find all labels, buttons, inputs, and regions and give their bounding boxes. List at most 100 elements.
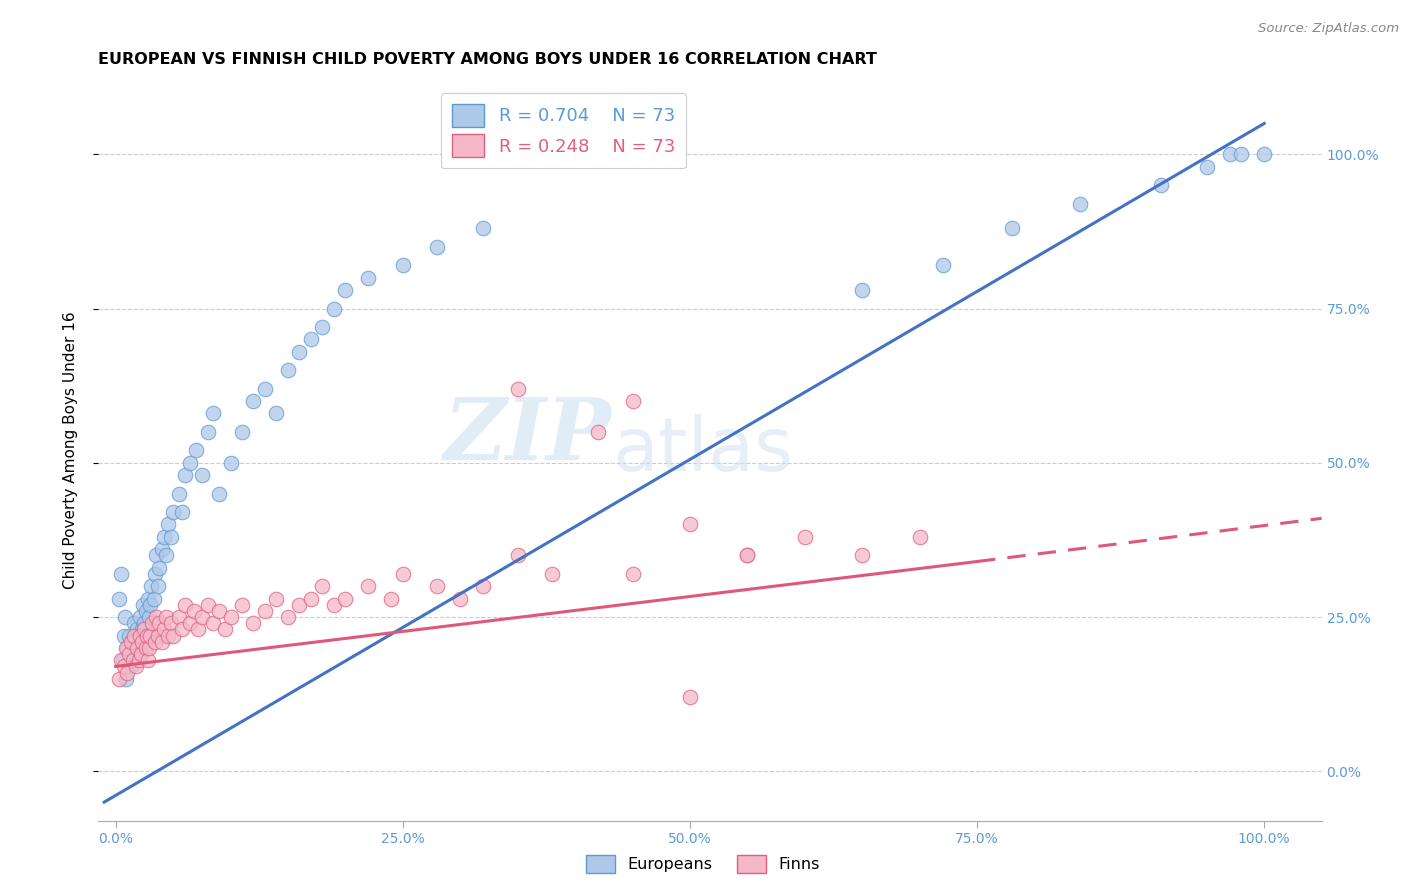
Point bbox=[851, 283, 873, 297]
Text: ZIP: ZIP bbox=[444, 394, 612, 477]
Point bbox=[253, 382, 276, 396]
Point bbox=[115, 640, 138, 655]
Point bbox=[1150, 178, 1173, 193]
Point bbox=[426, 579, 449, 593]
Point bbox=[135, 629, 157, 643]
Point bbox=[128, 629, 150, 643]
Point bbox=[159, 616, 181, 631]
Point bbox=[167, 610, 190, 624]
Point bbox=[132, 598, 155, 612]
Point bbox=[115, 672, 138, 686]
Point bbox=[145, 549, 167, 563]
Point bbox=[380, 591, 402, 606]
Point bbox=[621, 394, 644, 409]
Point bbox=[208, 604, 231, 618]
Point bbox=[472, 221, 495, 235]
Point bbox=[153, 530, 176, 544]
Point bbox=[112, 659, 135, 673]
Point bbox=[128, 647, 150, 661]
Point bbox=[127, 640, 149, 655]
Point bbox=[679, 690, 702, 705]
Point bbox=[141, 616, 163, 631]
Point bbox=[146, 579, 169, 593]
Point bbox=[1000, 221, 1022, 235]
Point bbox=[541, 566, 564, 581]
Y-axis label: Child Poverty Among Boys Under 16: Child Poverty Among Boys Under 16 bbox=[63, 311, 77, 590]
Point bbox=[131, 634, 153, 648]
Point bbox=[155, 610, 177, 624]
Point bbox=[277, 363, 299, 377]
Legend: R = 0.704    N = 73, R = 0.248    N = 73: R = 0.704 N = 73, R = 0.248 N = 73 bbox=[440, 93, 686, 169]
Point bbox=[187, 623, 209, 637]
Point bbox=[737, 549, 759, 563]
Point bbox=[357, 270, 380, 285]
Point bbox=[110, 653, 132, 667]
Point bbox=[299, 591, 322, 606]
Point bbox=[179, 456, 201, 470]
Point bbox=[114, 610, 136, 624]
Point bbox=[506, 549, 529, 563]
Point bbox=[110, 566, 132, 581]
Point bbox=[115, 640, 138, 655]
Point bbox=[134, 623, 156, 637]
Point bbox=[143, 566, 166, 581]
Point bbox=[679, 517, 702, 532]
Point bbox=[134, 640, 156, 655]
Point bbox=[148, 560, 170, 574]
Point bbox=[253, 604, 276, 618]
Point bbox=[139, 629, 162, 643]
Point bbox=[231, 425, 253, 439]
Point bbox=[311, 579, 333, 593]
Point bbox=[219, 456, 242, 470]
Point bbox=[136, 653, 159, 667]
Point bbox=[288, 598, 311, 612]
Point bbox=[391, 259, 413, 273]
Point bbox=[128, 610, 150, 624]
Point bbox=[277, 610, 299, 624]
Point bbox=[172, 623, 194, 637]
Point bbox=[111, 653, 134, 667]
Point bbox=[1195, 160, 1218, 174]
Point bbox=[141, 579, 163, 593]
Point bbox=[131, 623, 153, 637]
Point bbox=[737, 549, 759, 563]
Point bbox=[145, 610, 167, 624]
Point bbox=[134, 604, 156, 618]
Point bbox=[299, 333, 322, 347]
Point bbox=[108, 591, 131, 606]
Point bbox=[157, 629, 180, 643]
Point bbox=[908, 530, 931, 544]
Point bbox=[242, 394, 264, 409]
Point bbox=[124, 640, 146, 655]
Text: atlas: atlas bbox=[612, 414, 793, 487]
Point bbox=[108, 672, 131, 686]
Point bbox=[122, 616, 145, 631]
Point bbox=[135, 629, 157, 643]
Point bbox=[148, 616, 170, 631]
Point bbox=[125, 659, 148, 673]
Point bbox=[172, 505, 194, 519]
Point bbox=[150, 542, 173, 557]
Point bbox=[125, 653, 148, 667]
Point bbox=[138, 640, 160, 655]
Point bbox=[183, 604, 205, 618]
Point bbox=[112, 629, 135, 643]
Point bbox=[159, 530, 181, 544]
Point bbox=[621, 566, 644, 581]
Point bbox=[179, 616, 201, 631]
Point bbox=[136, 591, 159, 606]
Point bbox=[150, 634, 173, 648]
Point bbox=[1219, 147, 1241, 161]
Point bbox=[153, 623, 176, 637]
Point bbox=[157, 517, 180, 532]
Point bbox=[143, 634, 166, 648]
Point bbox=[506, 382, 529, 396]
Point bbox=[586, 425, 609, 439]
Point bbox=[197, 598, 219, 612]
Text: EUROPEAN VS FINNISH CHILD POVERTY AMONG BOYS UNDER 16 CORRELATION CHART: EUROPEAN VS FINNISH CHILD POVERTY AMONG … bbox=[98, 52, 877, 67]
Point bbox=[1069, 196, 1091, 211]
Point bbox=[266, 407, 288, 421]
Legend: Europeans, Finns: Europeans, Finns bbox=[579, 848, 827, 880]
Point bbox=[449, 591, 471, 606]
Point bbox=[173, 468, 195, 483]
